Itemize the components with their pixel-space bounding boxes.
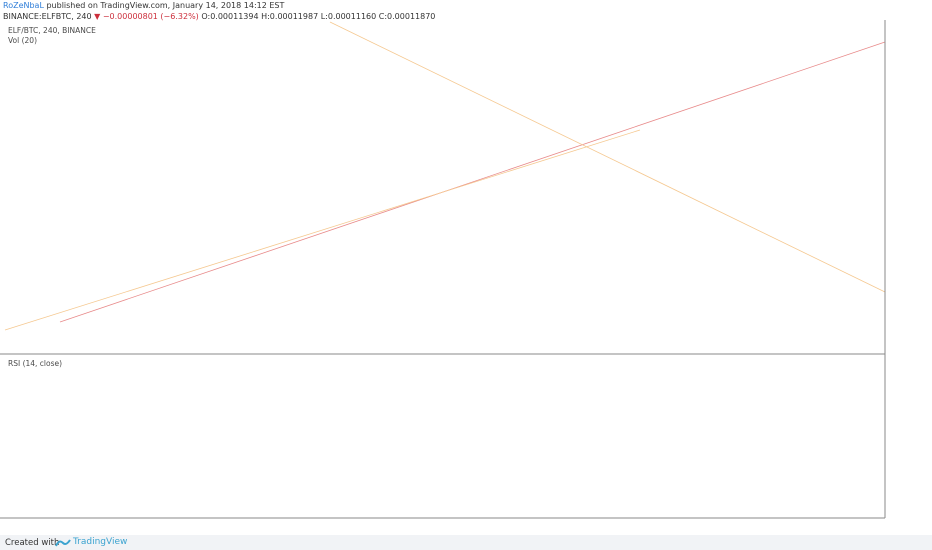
published: published on TradingView.com, January 14…: [43, 1, 285, 10]
trend-line: [59, 41, 886, 323]
volume-label: Vol (20): [8, 36, 37, 45]
ohlc-low: L:0.00011160: [320, 12, 377, 21]
chart: ELF/BTC, 240, BINANCE Vol (20) RSI (14, …: [0, 0, 932, 535]
header: RoZeNbaL published on TradingView.com, J…: [3, 0, 928, 22]
header-line: BINANCE:ELFBTC, 240 ▼ −0.00000801 (−6.32…: [3, 11, 928, 22]
chart-title: ELF/BTC, 240, BINANCE: [8, 26, 96, 35]
trend-lines: [4, 21, 886, 331]
brand-icon: [55, 539, 71, 547]
created-with: Created with: [5, 538, 60, 548]
trend-line: [329, 21, 886, 293]
rsi-title: RSI (14, close): [8, 359, 62, 368]
footer: Created with TradingView: [0, 535, 932, 550]
change: ▼ −0.00000801 (−6.32%): [94, 12, 199, 21]
background: [0, 0, 932, 535]
brand[interactable]: TradingView: [73, 537, 128, 547]
trend-line: [4, 129, 641, 331]
ohlc-close: C:0.00011870: [378, 12, 436, 21]
ohlc-high: H:0.00011987: [261, 12, 319, 21]
author[interactable]: RoZeNbaL: [3, 1, 44, 10]
ohlc-open: O:0.00011394: [201, 12, 259, 21]
symbol: BINANCE:ELFBTC, 240: [3, 12, 92, 21]
header-line: RoZeNbaL published on TradingView.com, J…: [3, 0, 928, 11]
